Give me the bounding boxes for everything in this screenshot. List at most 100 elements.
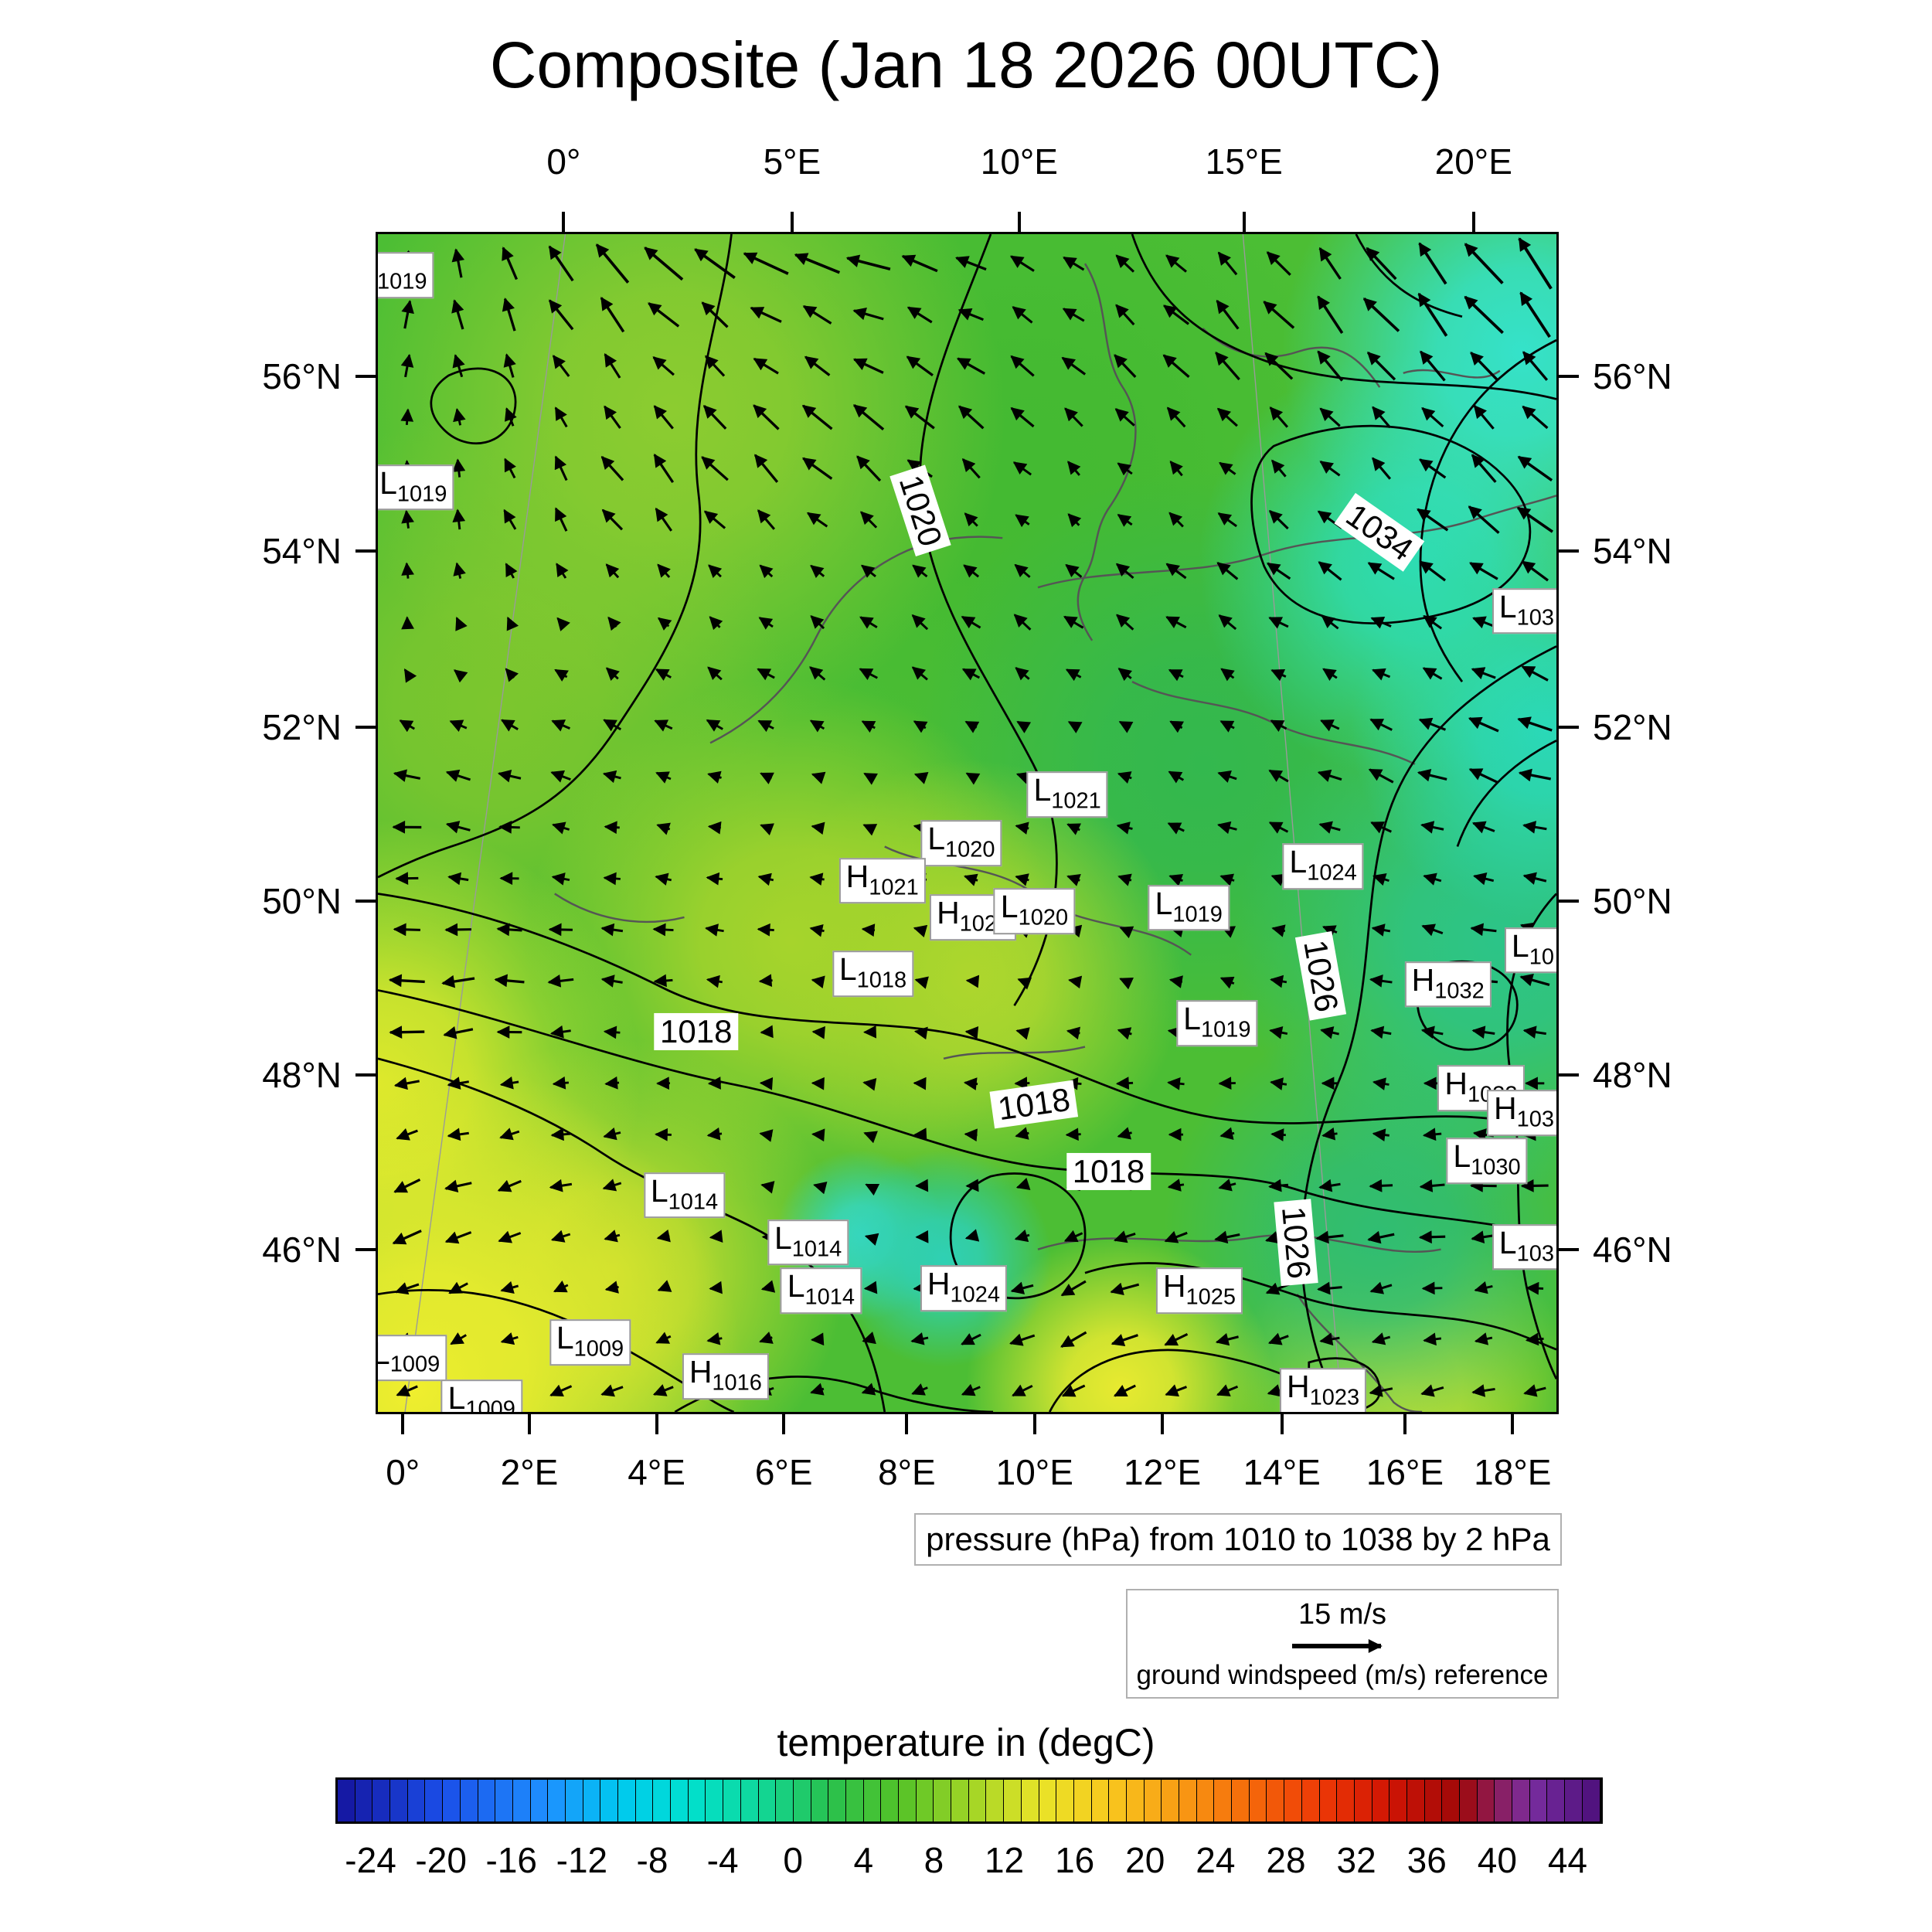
axis-label-top: 0°: [546, 141, 581, 182]
axis-label-bottom: 8°E: [878, 1452, 936, 1492]
axis-label-right: 52°N: [1593, 707, 1672, 748]
wind-arrow: [801, 404, 833, 430]
axis-label-bottom: 18°E: [1474, 1452, 1552, 1492]
wind-arrow: [964, 512, 978, 527]
pressure-center-label: L1009: [378, 1335, 447, 1381]
wind-arrow: [852, 403, 885, 430]
pressure-center-letter: L: [378, 1335, 390, 1371]
wind-arrow: [1370, 1026, 1392, 1039]
wind-arrow: [1167, 1077, 1185, 1090]
pressure-center-letter: L: [379, 464, 397, 501]
pressure-contour: [1084, 1262, 1556, 1351]
wind-arrow: [964, 873, 978, 886]
colorbar-cell: [688, 1780, 706, 1821]
colorbar-cell: [1073, 1780, 1092, 1821]
wind-arrow: [604, 353, 621, 379]
wind-arrow: [549, 1179, 573, 1192]
colorbar-cell: [1109, 1780, 1127, 1821]
wind-arrow: [1114, 354, 1137, 378]
wind-arrow: [1269, 1026, 1288, 1039]
wind-arrow: [653, 454, 675, 484]
wind-arrow: [1162, 354, 1190, 378]
wind-arrow: [1471, 821, 1495, 834]
wind-arrow: [1321, 925, 1338, 937]
colorbar-cell: [986, 1780, 1005, 1821]
wind-arrow: [1423, 1332, 1442, 1346]
wind-arrow: [914, 976, 929, 989]
wind-arrow: [865, 1183, 880, 1196]
pressure-center-label: L1019: [1148, 884, 1230, 931]
wind-arrow: [655, 507, 673, 532]
wind-arrow: [708, 564, 723, 578]
colorbar: [335, 1777, 1603, 1824]
colorbar-cell: [1056, 1780, 1074, 1821]
colorbar-tick-label: 24: [1196, 1840, 1236, 1880]
wind-arrow: [1165, 563, 1187, 580]
pressure-center-value: 1020: [1018, 905, 1069, 930]
wind-arrow: [702, 404, 727, 430]
wind-arrow: [552, 355, 570, 377]
axis-tick: [1559, 1248, 1579, 1252]
pressure-labels-layer: 1020103410261018101810181026L1019L1019L1…: [378, 234, 1556, 1412]
wind-arrow: [394, 1282, 420, 1295]
wind-arrow: [1422, 667, 1443, 680]
wind-arrow: [706, 1127, 723, 1141]
axis-tick: [1161, 1414, 1165, 1434]
graticule-layer: [404, 234, 1343, 1412]
wind-arrow: [652, 356, 675, 376]
axis-label-top: 15°E: [1205, 141, 1283, 182]
country-border: [1202, 328, 1381, 388]
wind-arrow: [605, 667, 620, 682]
wind-arrow: [1113, 1230, 1136, 1243]
contour-label: 1018: [989, 1080, 1079, 1129]
wind-arrow: [705, 355, 726, 377]
colorbar-cell: [758, 1780, 777, 1821]
wind-arrow: [760, 823, 774, 835]
wind-arrow: [551, 872, 570, 886]
axis-tick: [401, 1414, 405, 1434]
pressure-center-letter: L: [556, 1320, 574, 1356]
wind-arrow: [1167, 1179, 1185, 1192]
wind-arrow: [1522, 821, 1547, 834]
wind-arrow: [1526, 1281, 1544, 1295]
pressure-center-label: H1025: [1155, 1267, 1243, 1314]
country-border: [1403, 369, 1501, 379]
colorbar-cell: [338, 1780, 355, 1821]
wind-arrow: [396, 1384, 418, 1396]
wind-arrow: [1523, 1384, 1546, 1397]
colorbar-cell: [1495, 1780, 1513, 1821]
wind-arrow: [1015, 1127, 1029, 1140]
wind-arrow: [955, 256, 987, 271]
wind-arrow: [653, 974, 673, 988]
wind-arrow: [1371, 1332, 1391, 1345]
colorbar-cell: [863, 1780, 882, 1821]
wind-arrow: [802, 457, 833, 480]
wind-arrow: [910, 1332, 929, 1345]
colorbar-tick-label: 32: [1336, 1840, 1376, 1880]
wind-arrow: [1270, 1077, 1287, 1090]
wind-arrow: [1518, 237, 1553, 290]
axis-label-bottom: 0°: [386, 1452, 420, 1492]
pressure-center-value: 1019: [376, 269, 427, 294]
wind-arrow: [1420, 1384, 1444, 1397]
wind-arrow: [811, 1128, 825, 1142]
colorbar-tick-label: 12: [984, 1840, 1025, 1880]
wind-arrow: [861, 564, 876, 578]
wind-arrow: [859, 616, 878, 629]
colorbar-cell: [407, 1780, 426, 1821]
colorbar-tick-label: 44: [1547, 1840, 1588, 1880]
wind-arrow: [1118, 720, 1134, 733]
wind-arrow: [1214, 1230, 1240, 1244]
contour-label: 1018: [1066, 1153, 1151, 1191]
pressure-center-label: L1021: [1026, 771, 1108, 818]
wind-arrow: [856, 455, 882, 482]
wind-arrow: [1321, 614, 1339, 630]
pressure-contour: [1300, 645, 1556, 1412]
country-border: [943, 1046, 1086, 1060]
wind-arrow: [861, 720, 876, 733]
wind-arrow: [1474, 1281, 1493, 1294]
wind-arrow: [1468, 716, 1499, 733]
colorbar-cell: [1091, 1780, 1110, 1821]
wind-arrow: [552, 1076, 570, 1090]
wind-arrow: [1114, 408, 1135, 427]
